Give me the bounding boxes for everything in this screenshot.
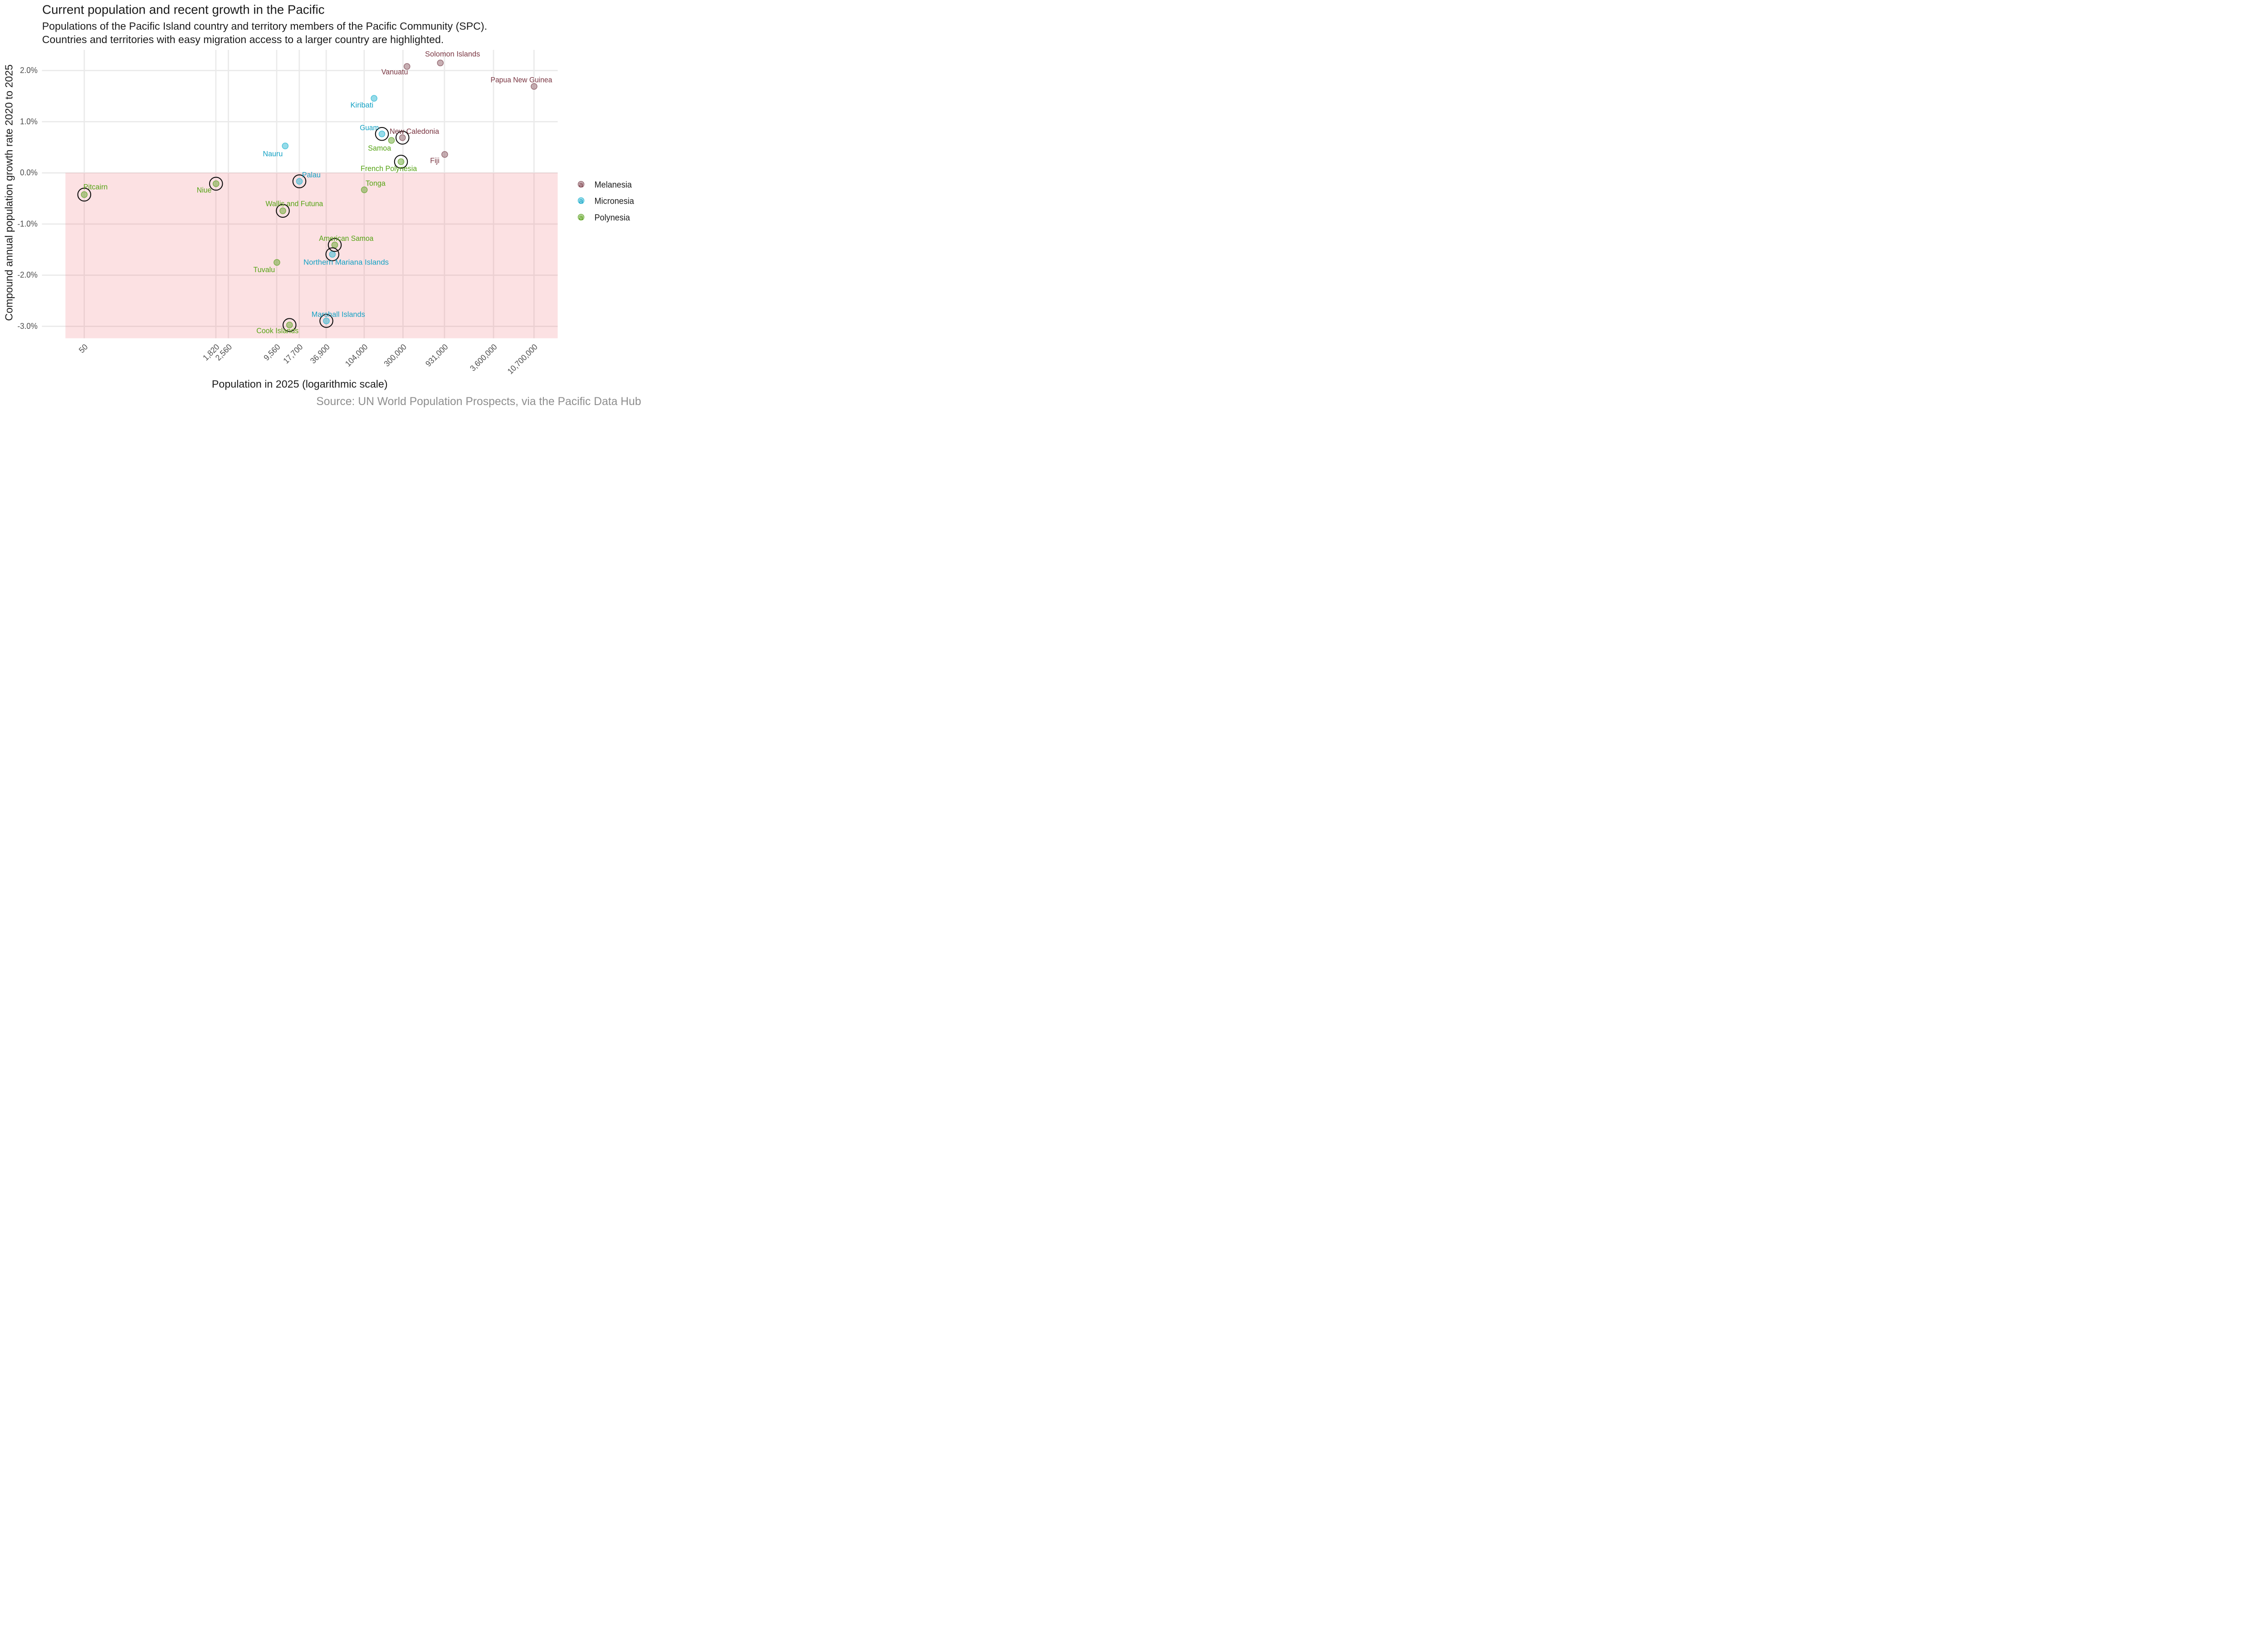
svg-text:Fiji: Fiji (430, 156, 440, 165)
svg-text:Populations of the Pacific Isl: Populations of the Pacific Island countr… (42, 20, 487, 32)
svg-text:-2.0%: -2.0% (18, 270, 38, 279)
svg-text:Tonga: Tonga (366, 179, 386, 187)
svg-text:Guam: Guam (360, 123, 379, 132)
svg-text:Pitcairn: Pitcairn (83, 182, 108, 191)
svg-text:Niue: Niue (197, 186, 212, 195)
svg-text:a: a (579, 196, 583, 205)
svg-text:Papua New Guinea: Papua New Guinea (491, 75, 552, 84)
svg-text:Polynesia: Polynesia (595, 213, 631, 223)
svg-text:New Caledonia: New Caledonia (390, 127, 440, 136)
svg-text:1.0%: 1.0% (20, 117, 38, 126)
svg-text:French Polynesia: French Polynesia (361, 164, 417, 173)
svg-text:Current population and recent: Current population and recent growth in … (42, 3, 325, 17)
svg-text:Northern Mariana Islands: Northern Mariana Islands (303, 258, 389, 266)
svg-text:Vanuatu: Vanuatu (381, 68, 408, 76)
svg-text:Wallis and Futuna: Wallis and Futuna (266, 200, 323, 208)
svg-text:Marshall Islands: Marshall Islands (312, 310, 365, 319)
svg-text:Samoa: Samoa (368, 144, 391, 152)
svg-text:Melanesia: Melanesia (595, 180, 632, 190)
svg-text:Nauru: Nauru (263, 150, 283, 158)
svg-text:Palau: Palau (302, 171, 321, 179)
svg-text:American Samoa: American Samoa (319, 234, 374, 243)
svg-text:Compound annual population gro: Compound annual population growth rate 2… (3, 64, 15, 321)
svg-text:Population in 2025 (logarithmi: Population in 2025 (logarithmic scale) (212, 378, 388, 390)
svg-text:a: a (579, 180, 583, 189)
svg-text:-1.0%: -1.0% (18, 219, 38, 228)
svg-text:a: a (579, 213, 583, 222)
svg-text:-3.0%: -3.0% (18, 322, 38, 331)
svg-text:2.0%: 2.0% (20, 66, 38, 75)
svg-text:Cook Islands: Cook Islands (256, 327, 298, 335)
svg-text:Solomon Islands: Solomon Islands (425, 49, 480, 58)
svg-text:Tuvalu: Tuvalu (254, 265, 275, 274)
svg-text:Countries and territories with: Countries and territories with easy migr… (42, 34, 444, 45)
svg-text:Kiribati: Kiribati (351, 101, 374, 109)
svg-text:Source: UN World Population Pr: Source: UN World Population Prospects, v… (316, 395, 641, 408)
svg-text:Micronesia: Micronesia (595, 196, 635, 206)
svg-text:0.0%: 0.0% (20, 168, 38, 177)
